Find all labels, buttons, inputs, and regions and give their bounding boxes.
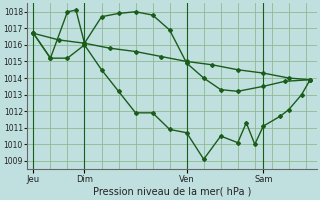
X-axis label: Pression niveau de la mer( hPa ): Pression niveau de la mer( hPa ) [92,187,251,197]
